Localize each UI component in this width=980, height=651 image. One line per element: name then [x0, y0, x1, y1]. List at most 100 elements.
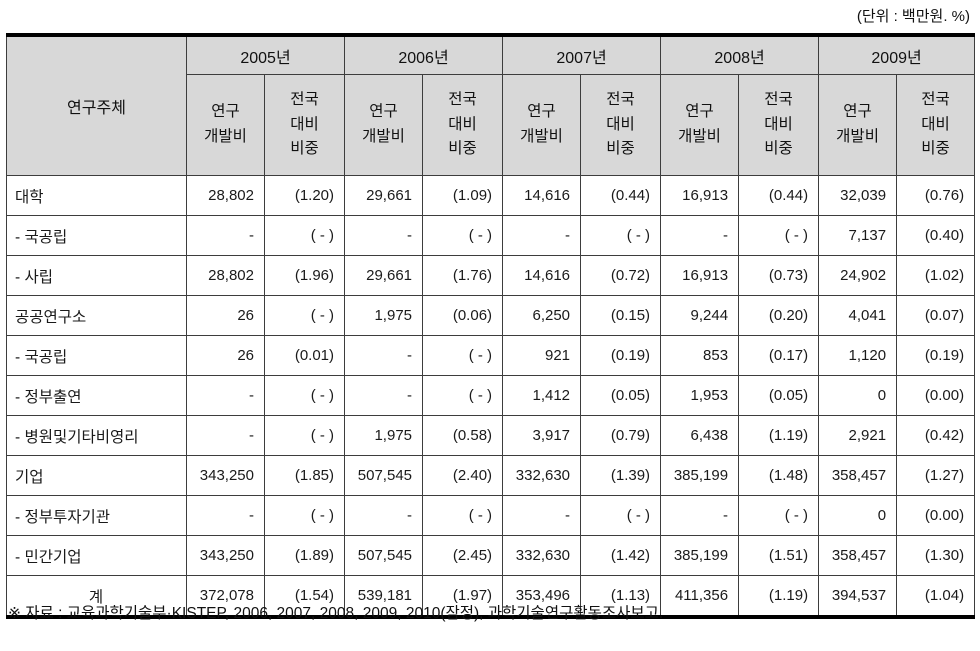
share-cell: ( - ): [580, 215, 662, 256]
value-cell: 358,457: [818, 535, 898, 576]
value-cell: 332,630: [502, 535, 582, 576]
sub-header-share: 전국 대비 비중: [263, 74, 346, 176]
value-cell: 9,244: [660, 295, 740, 336]
value-cell: 411,356: [660, 575, 740, 618]
row-label: - 정부투자기관: [6, 495, 187, 536]
share-cell: (1.97): [422, 575, 504, 618]
share-cell: (0.44): [580, 175, 662, 216]
value-cell: -: [186, 495, 265, 536]
sub-header-value: 연구 개발비: [502, 74, 582, 176]
share-cell: (1.96): [263, 255, 346, 296]
sub-header-value: 연구 개발비: [818, 74, 898, 176]
share-cell: (0.40): [896, 215, 976, 256]
value-cell: 0: [818, 495, 898, 536]
value-cell: 14,616: [502, 255, 582, 296]
share-cell: (1.39): [580, 455, 662, 496]
corner-header: 연구주체: [6, 34, 187, 176]
sub-header-value: 연구 개발비: [186, 74, 265, 176]
share-cell: (0.19): [580, 335, 662, 376]
value-cell: 16,913: [660, 175, 740, 216]
sub-header-value: 연구 개발비: [344, 74, 424, 176]
row-label: - 민간기업: [6, 535, 187, 576]
sub-header-share: 전국 대비 비중: [896, 74, 976, 176]
share-cell: (0.06): [422, 295, 504, 336]
unit-note: (단위 : 백만원. %): [856, 8, 970, 25]
sub-header-share: 전국 대비 비중: [738, 74, 820, 176]
value-cell: -: [344, 495, 424, 536]
value-cell: 343,250: [186, 535, 265, 576]
share-cell: ( - ): [738, 215, 820, 256]
share-cell: (0.79): [580, 415, 662, 456]
value-cell: -: [502, 495, 582, 536]
share-cell: (0.44): [738, 175, 820, 216]
value-cell: 3,917: [502, 415, 582, 456]
share-cell: ( - ): [263, 215, 346, 256]
value-cell: 1,975: [344, 415, 424, 456]
share-cell: (0.72): [580, 255, 662, 296]
value-cell: 28,802: [186, 175, 265, 216]
sub-header-row: 연구 개발비 전국 대비 비중 연구 개발비 전국 대비 비중 연구 개발비 전…: [7, 74, 976, 176]
share-cell: (1.30): [896, 535, 976, 576]
share-cell: (1.42): [580, 535, 662, 576]
share-cell: (0.15): [580, 295, 662, 336]
share-cell: ( - ): [580, 495, 662, 536]
table-row: - 국공립 26 (0.01) -( - ) 921 (0.19) 853 (0.17) 1,1…: [6, 335, 976, 376]
share-cell: (0.05): [738, 375, 820, 416]
share-cell: ( - ): [263, 375, 346, 416]
value-cell: -: [344, 335, 424, 376]
share-cell: (1.02): [896, 255, 976, 296]
table-row: 기업 343,250 (1.85) 507,545 (2.40) 332,630 (1.39…: [6, 455, 976, 496]
table-row: - 국공립 -( - ) -( - ) -( - ) -( - ) 7,137 (0.40): [6, 215, 976, 256]
sub-header-share: 전국 대비 비중: [422, 74, 504, 176]
value-cell: 358,457: [818, 455, 898, 496]
value-cell: 16,913: [660, 255, 740, 296]
value-cell: 372,078: [186, 575, 265, 618]
share-cell: (1.76): [422, 255, 504, 296]
share-cell: (0.76): [896, 175, 976, 216]
share-cell: (0.07): [896, 295, 976, 336]
share-cell: ( - ): [422, 215, 504, 256]
year-header-2008: 2008년: [660, 34, 820, 75]
value-cell: 29,661: [344, 175, 424, 216]
share-cell: (0.17): [738, 335, 820, 376]
value-cell: 29,661: [344, 255, 424, 296]
year-header-row: 연구주체 2005년 2006년 2007년 2008년 2009년: [6, 34, 976, 176]
value-cell: 332,630: [502, 455, 582, 496]
share-cell: ( - ): [263, 415, 346, 456]
share-cell: (1.51): [738, 535, 820, 576]
value-cell: 26: [186, 335, 265, 376]
value-cell: 343,250: [186, 455, 265, 496]
value-cell: 394,537: [818, 575, 898, 618]
share-cell: (2.45): [422, 535, 504, 576]
share-cell: (0.00): [896, 375, 976, 416]
share-cell: (0.00): [896, 495, 976, 536]
value-cell: 0: [818, 375, 898, 416]
value-cell: 24,902: [818, 255, 898, 296]
value-cell: -: [186, 375, 265, 416]
share-cell: (1.13): [580, 575, 662, 618]
rnd-expenditure-table: 연구주체 2005년 2006년 2007년 2008년 2009년 연구 개발…: [6, 33, 976, 619]
share-cell: (0.73): [738, 255, 820, 296]
sub-header-value: 연구 개발비: [660, 74, 740, 176]
source-footnote: ※ 자료 : 교육과학기술부·KISTEP, 2006, 2007, 2008,…: [8, 605, 664, 622]
table-row: - 병원및기타비영리 -( - ) 1,975 (0.58) 3,917 (0.79) 6,…: [6, 415, 976, 456]
value-cell: -: [344, 375, 424, 416]
row-label: - 국공립: [6, 335, 187, 376]
value-cell: -: [344, 215, 424, 256]
value-cell: 26: [186, 295, 265, 336]
share-cell: (1.27): [896, 455, 976, 496]
year-header-2009: 2009년: [818, 34, 976, 75]
year-header-2006: 2006년: [344, 34, 504, 75]
row-label: 기업: [6, 455, 187, 496]
table-row: - 정부투자기관 -( - ) -( - ) -( - ) -( - ) 0 (0.00): [6, 495, 976, 536]
value-cell: 2,921: [818, 415, 898, 456]
share-cell: (1.09): [422, 175, 504, 216]
share-cell: (0.19): [896, 335, 976, 376]
value-cell: -: [502, 215, 582, 256]
value-cell: 1,953: [660, 375, 740, 416]
share-cell: (1.19): [738, 575, 820, 618]
value-cell: 6,250: [502, 295, 582, 336]
sub-header-share: 전국 대비 비중: [580, 74, 662, 176]
value-cell: -: [186, 415, 265, 456]
row-label: 대학: [6, 175, 187, 216]
